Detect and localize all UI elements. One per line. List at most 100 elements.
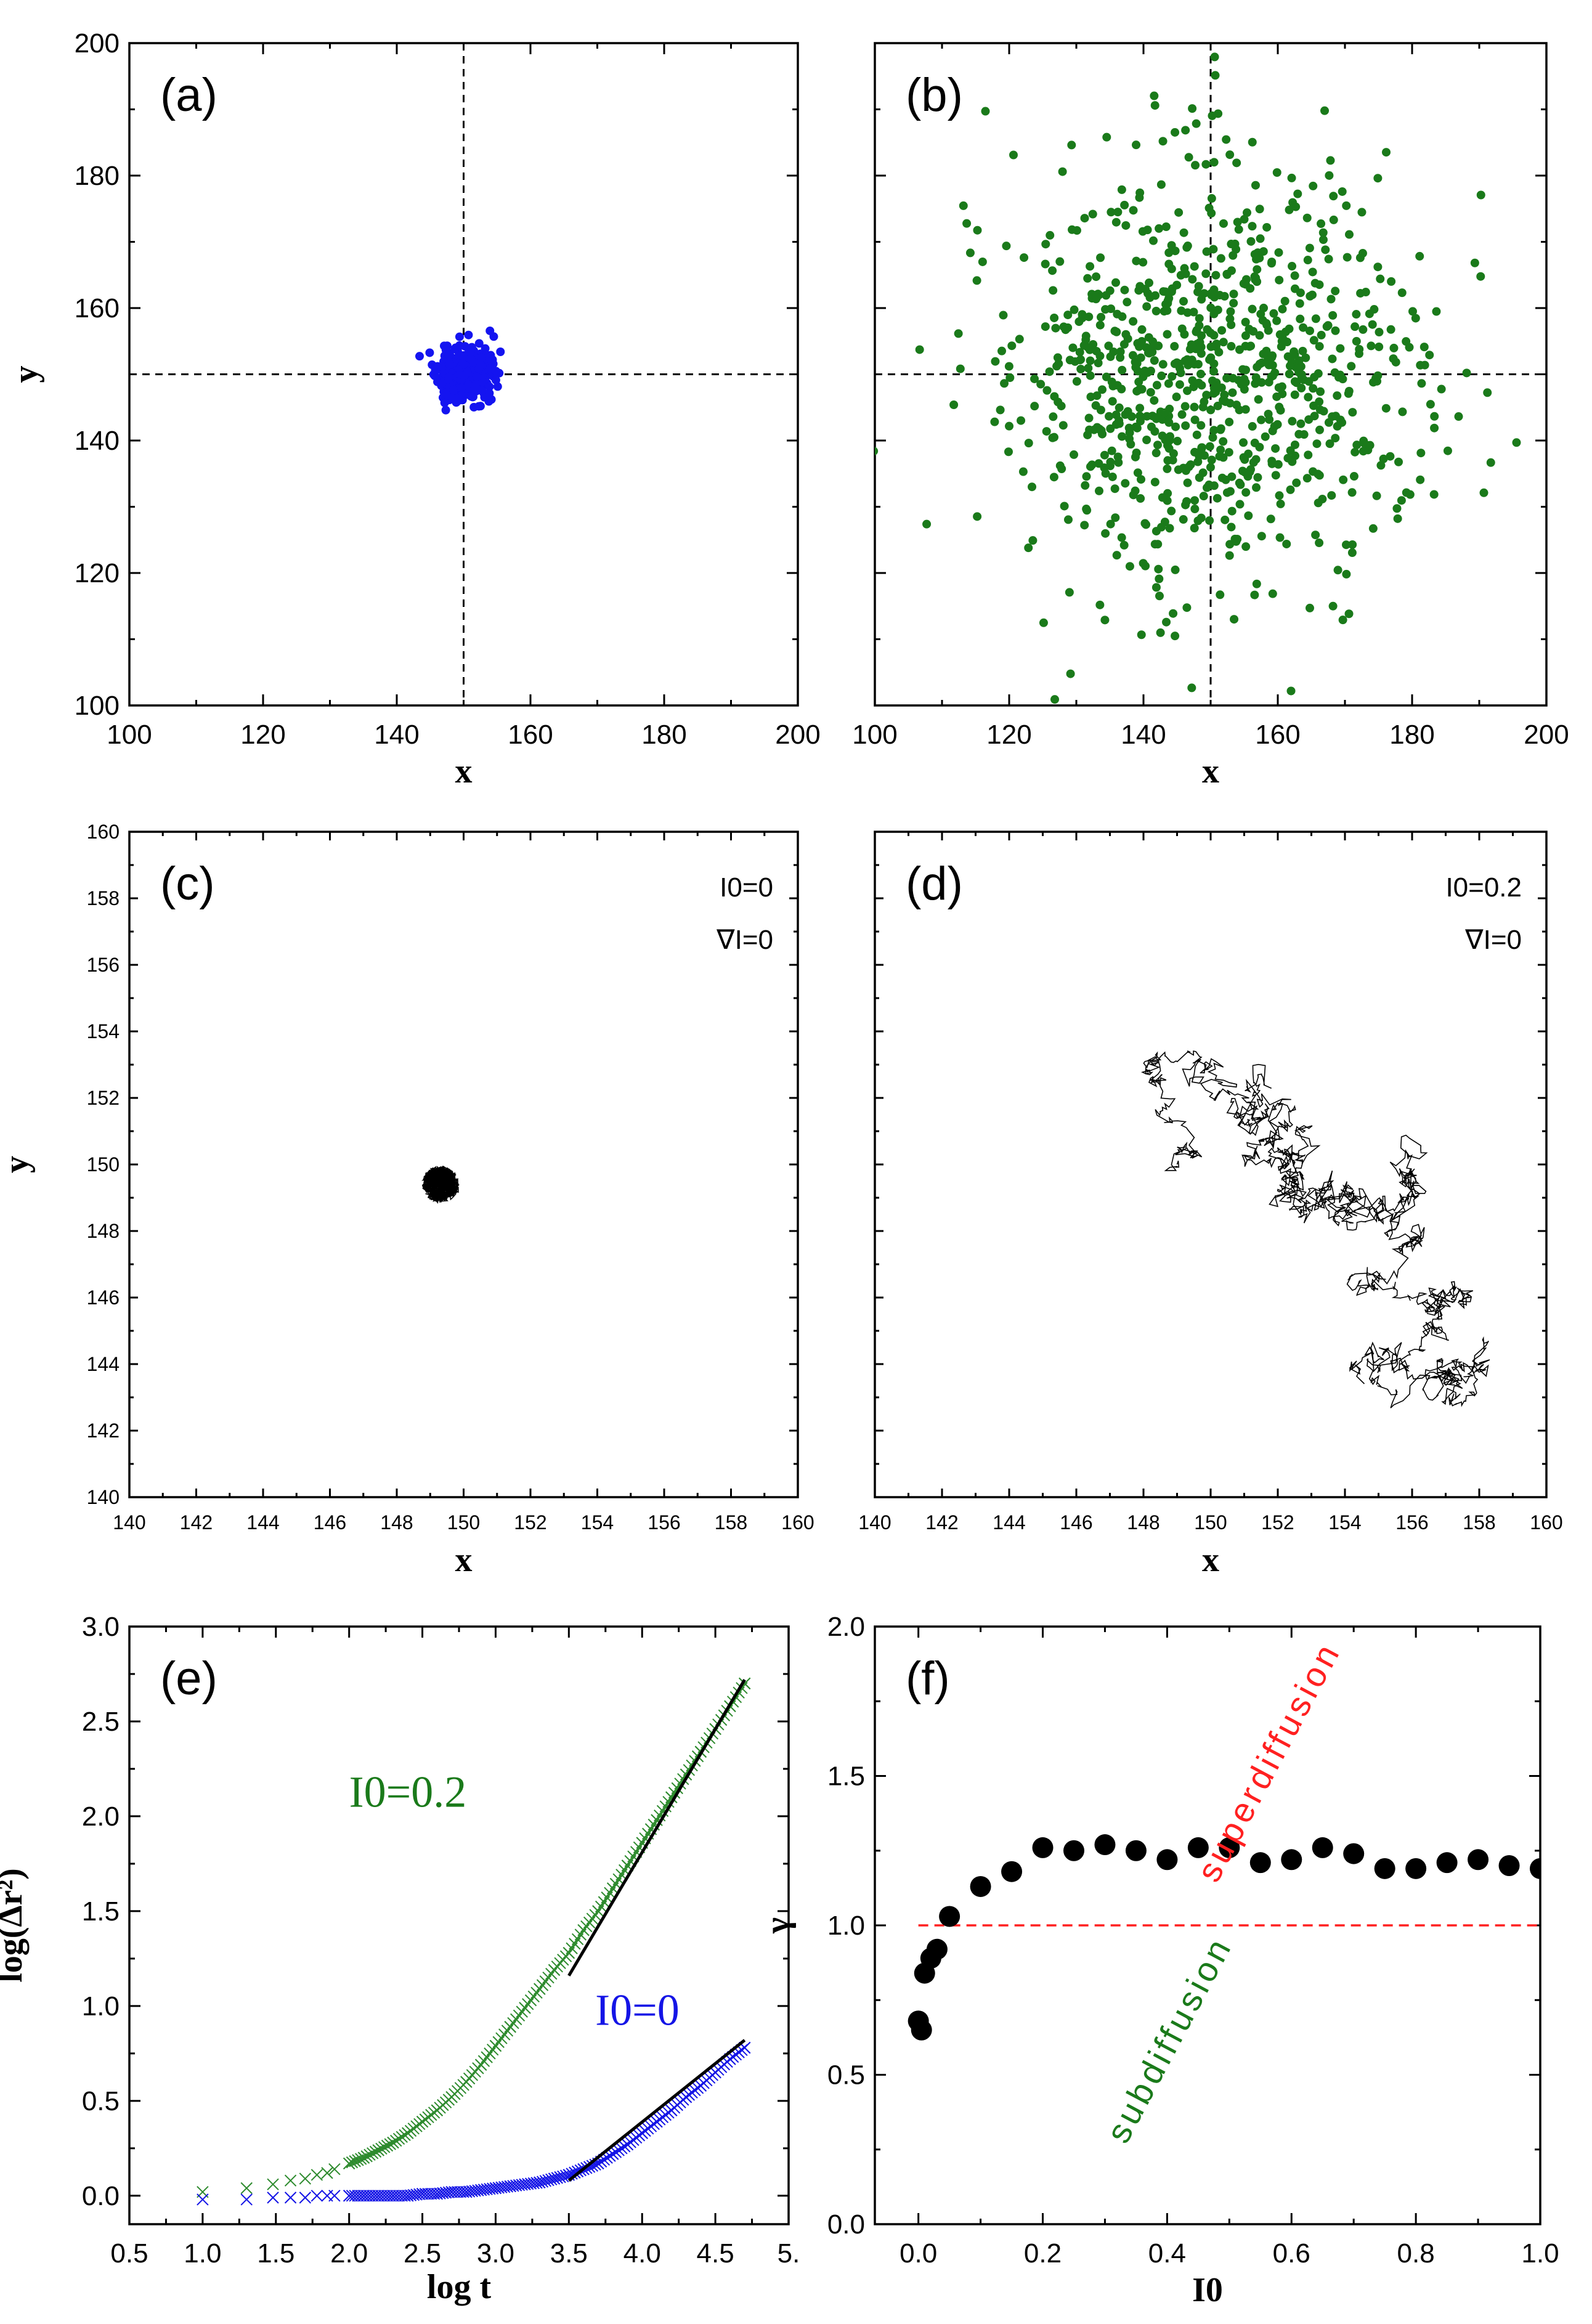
y-tick-label: 100 [75, 691, 120, 721]
data-point [1299, 323, 1308, 332]
data-point [1268, 360, 1277, 370]
data-point [1251, 275, 1260, 284]
data-point [1009, 150, 1018, 160]
data-point [1530, 1858, 1540, 1879]
data-point [1241, 488, 1251, 497]
data-point [1347, 362, 1356, 371]
data-point [1347, 548, 1357, 558]
data-point [1137, 630, 1146, 640]
data-point [1416, 475, 1425, 484]
data-point [469, 402, 479, 412]
data-point [1302, 213, 1312, 222]
y-axis-label: y [7, 366, 45, 383]
data-marker-i0-0 [375, 2190, 388, 2202]
data-point [1224, 448, 1233, 457]
y-tick-label: 160 [75, 293, 120, 323]
data-point [1151, 449, 1161, 458]
data-point [1225, 487, 1235, 496]
data-point [1272, 392, 1281, 401]
data-marker-i0-0.2 [387, 2136, 399, 2149]
data-point [1312, 439, 1322, 449]
data-point [1081, 331, 1090, 341]
data-point [1309, 181, 1318, 190]
data-point [1253, 265, 1262, 274]
data-point [1190, 524, 1199, 533]
x-tick-label: 5. [778, 2238, 800, 2269]
data-point [1290, 377, 1299, 386]
data-point [1045, 367, 1054, 376]
data-point [911, 2019, 932, 2041]
y-tick-label: 0.0 [82, 2181, 120, 2211]
data-point [1222, 135, 1231, 144]
data-point [1163, 330, 1172, 339]
y-tick-label: 2.0 [827, 1612, 865, 1642]
fit-line-1 [567, 2039, 746, 2182]
data-point [1232, 158, 1241, 168]
data-point [1174, 359, 1184, 368]
data-point [1049, 412, 1058, 421]
data-point [440, 398, 449, 407]
data-point [1181, 269, 1190, 278]
x-tick-label: 120 [240, 720, 285, 750]
data-point [1201, 269, 1211, 278]
data-point [1252, 579, 1261, 588]
data-marker-i0-0.2 [381, 2139, 394, 2152]
data-point [1213, 401, 1222, 410]
data-point [1150, 427, 1159, 436]
data-point [926, 1938, 948, 1960]
data-point [1251, 379, 1260, 388]
data-point [1153, 341, 1163, 351]
data-point [1325, 439, 1334, 449]
data-point [1318, 235, 1328, 245]
data-point [453, 394, 462, 404]
data-point [1196, 370, 1206, 379]
data-point [1329, 215, 1338, 224]
data-point [1179, 228, 1188, 237]
data-point [1065, 356, 1074, 365]
data-point [1217, 473, 1227, 482]
data-point [1039, 618, 1048, 627]
data-point [1373, 174, 1383, 183]
data-point [1257, 415, 1266, 425]
data-point [1104, 341, 1113, 351]
data-point [1050, 695, 1060, 704]
data-point [1291, 202, 1301, 211]
data-point [1193, 287, 1203, 296]
data-point [1121, 330, 1131, 339]
data-point [1183, 242, 1192, 251]
data-point [1052, 362, 1062, 371]
y-axis-label: log(Δr²) [0, 1868, 30, 1983]
data-point [1333, 391, 1342, 400]
x-tick-label: 140 [1121, 720, 1166, 750]
data-point [1278, 331, 1287, 341]
data-point [1248, 222, 1257, 231]
data-point [1105, 461, 1115, 471]
data-point [1306, 326, 1315, 335]
data-point [1253, 473, 1262, 482]
data-point [1344, 609, 1354, 619]
data-point [1138, 227, 1147, 236]
data-point [473, 386, 482, 395]
data-marker-i0-0.2 [384, 2138, 396, 2150]
data-point [1225, 551, 1234, 560]
x-tick-label: 142 [180, 1511, 213, 1534]
data-point [1229, 299, 1238, 308]
series-label-i0-0.2: I0=0.2 [349, 1768, 467, 1817]
data-point [1015, 335, 1024, 344]
data-point [1259, 303, 1269, 312]
data-marker-i0-0 [284, 2192, 297, 2204]
data-point [1049, 433, 1058, 442]
data-point [1118, 432, 1127, 441]
data-point [1024, 439, 1033, 448]
data-point [1248, 422, 1257, 431]
data-point [1171, 422, 1180, 431]
data-point [1032, 1837, 1054, 1858]
data-point [1111, 513, 1120, 522]
data-point [1290, 440, 1299, 449]
data-point [1171, 246, 1180, 256]
y-tick-label: 200 [75, 28, 120, 59]
data-point [1060, 502, 1069, 511]
data-point [1443, 446, 1452, 455]
data-point [1084, 312, 1094, 322]
data-point [1227, 522, 1236, 532]
